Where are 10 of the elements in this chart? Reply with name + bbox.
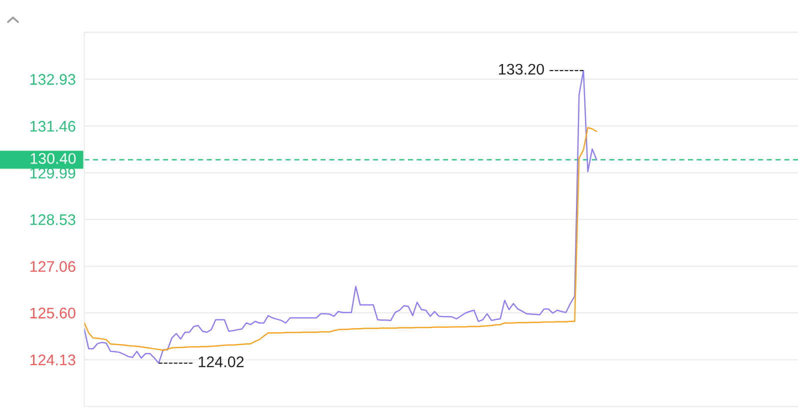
y-tick-label: 125.60 bbox=[30, 308, 76, 318]
line-series bbox=[84, 126, 598, 352]
annotation: 124.02 bbox=[198, 356, 244, 368]
y-tick-label: 127.06 bbox=[30, 261, 76, 272]
annotation: 133.20 bbox=[499, 64, 544, 75]
y-tick-label: 131.46 bbox=[30, 120, 76, 132]
y-tick-label: 124.13 bbox=[30, 354, 76, 366]
y-tick-label: 128.53 bbox=[30, 214, 76, 226]
ref-line-label: 130.40 bbox=[30, 153, 76, 164]
y-tick-label: 132.93 bbox=[30, 74, 76, 85]
